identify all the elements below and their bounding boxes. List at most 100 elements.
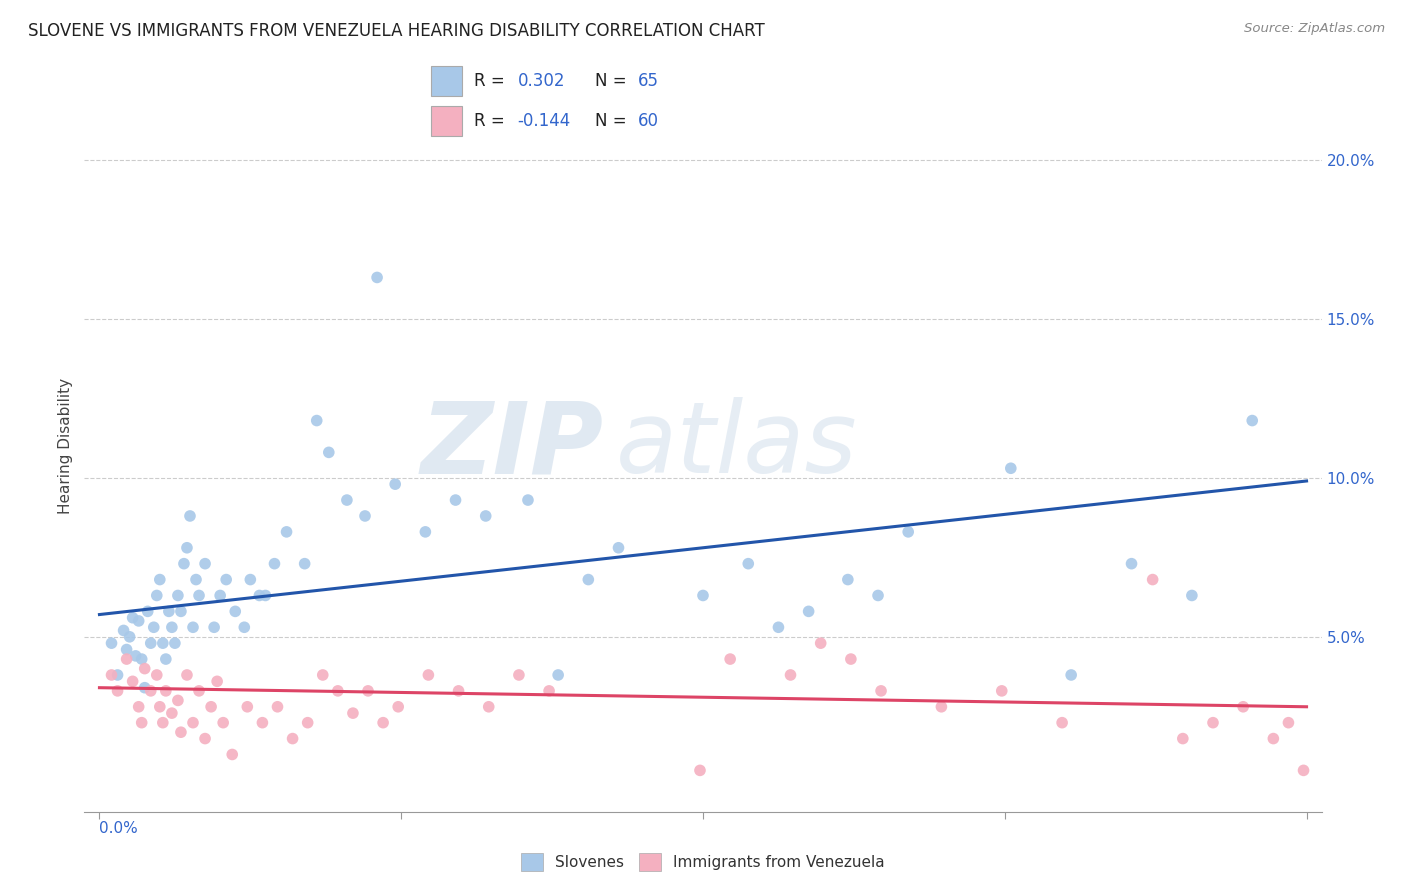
Point [1142,573,1164,587]
Point [1121,557,1143,571]
Point [866,589,889,603]
Point [146,668,169,682]
Point [768,620,790,634]
Point [384,477,406,491]
Point [184,573,207,587]
Point [1277,715,1299,730]
Point [139,684,162,698]
Point [1292,764,1315,778]
Point [134,681,156,695]
Point [118,630,141,644]
Point [176,541,198,555]
Text: 60: 60 [638,112,659,130]
Point [146,589,169,603]
Point [266,699,288,714]
Point [188,684,211,698]
Point [142,620,165,634]
Point [336,493,359,508]
Point [447,684,470,698]
Point [181,715,204,730]
Point [254,589,277,603]
Point [281,731,304,746]
Point [155,652,177,666]
Point [517,493,540,508]
Point [173,557,195,571]
Point [136,604,159,618]
Point [718,652,741,666]
Point [139,636,162,650]
Point [131,652,153,666]
Point [342,706,364,720]
Point [200,699,222,714]
Point [1000,461,1022,475]
Legend: Slovenes, Immigrants from Venezuela: Slovenes, Immigrants from Venezuela [516,847,890,877]
Point [547,668,569,682]
Point [371,715,394,730]
Point [149,699,172,714]
Point [294,557,316,571]
Point [1050,715,1073,730]
Text: N =: N = [595,72,631,90]
Point [100,636,122,650]
Point [1263,731,1285,746]
Point [134,662,156,676]
Point [839,652,862,666]
Point [326,684,349,698]
Point [692,589,714,603]
Point [215,573,238,587]
Point [870,684,893,698]
Point [152,636,174,650]
Point [779,668,801,682]
Point [221,747,243,762]
Point [194,731,217,746]
Point [415,524,437,539]
Text: R =: R = [474,72,510,90]
Point [209,589,232,603]
Point [128,699,150,714]
Text: N =: N = [595,112,631,130]
Point [810,636,832,650]
Point [508,668,530,682]
FancyBboxPatch shape [432,106,463,136]
Point [170,604,193,618]
Point [897,524,920,539]
Point [312,668,335,682]
Text: SLOVENE VS IMMIGRANTS FROM VENEZUELA HEARING DISABILITY CORRELATION CHART: SLOVENE VS IMMIGRANTS FROM VENEZUELA HEA… [28,22,765,40]
Text: 65: 65 [638,72,659,90]
Point [157,604,180,618]
Point [115,652,138,666]
Point [1202,715,1225,730]
Text: 0.302: 0.302 [517,72,565,90]
Point [837,573,859,587]
FancyBboxPatch shape [432,67,463,96]
Point [366,270,388,285]
Point [607,541,630,555]
Point [188,589,211,603]
Text: ZIP: ZIP [420,398,605,494]
Point [224,604,246,618]
Text: Source: ZipAtlas.com: Source: ZipAtlas.com [1244,22,1385,36]
Point [737,557,759,571]
Point [170,725,193,739]
Text: -0.144: -0.144 [517,112,571,130]
Point [121,611,143,625]
Point [107,668,129,682]
Point [112,624,135,638]
Point [202,620,225,634]
Point [115,642,138,657]
Point [163,636,186,650]
Point [160,706,183,720]
Point [444,493,467,508]
Point [212,715,235,730]
Point [931,699,953,714]
Point [474,508,496,523]
Point [538,684,561,698]
Point [181,620,204,634]
Point [149,573,172,587]
Point [167,589,190,603]
Point [205,674,228,689]
Point [387,699,409,714]
Point [478,699,501,714]
Point [131,715,153,730]
Point [160,620,183,634]
